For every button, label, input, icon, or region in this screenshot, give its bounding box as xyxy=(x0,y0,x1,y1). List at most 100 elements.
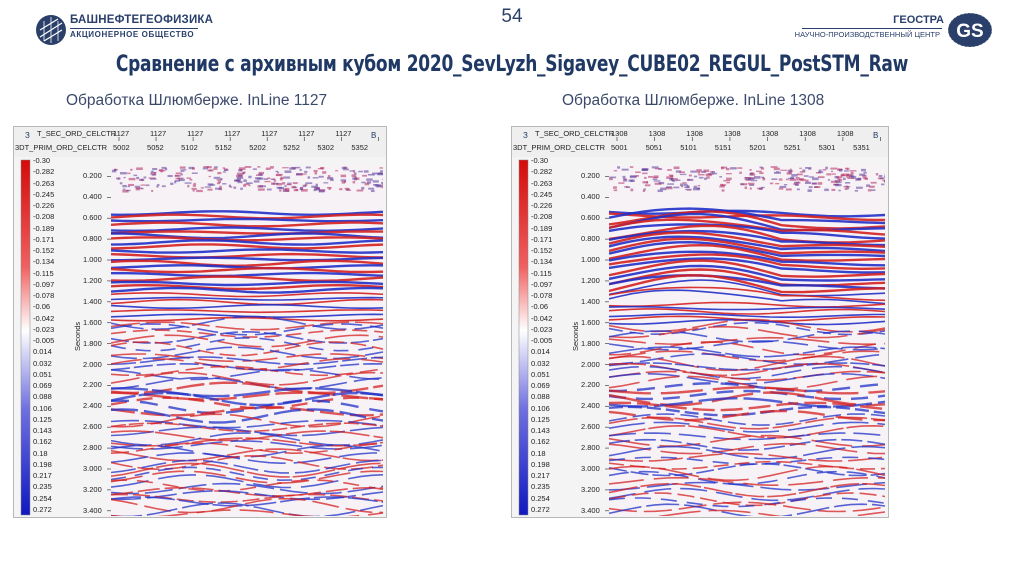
header-row2-value: 5151 xyxy=(714,143,732,152)
colorbar-label: -0.245 xyxy=(33,189,55,199)
east-label: В xyxy=(371,131,377,140)
header-row1-value: 1127 xyxy=(113,129,130,138)
time-tick-label: 0.400 xyxy=(83,192,102,202)
colorbar-label: -0.005 xyxy=(33,336,55,346)
header-row1-value: 1127 xyxy=(150,129,167,138)
colorbar-label: 0.162 xyxy=(33,437,52,447)
seconds-axis-title: Seconds xyxy=(73,321,82,351)
time-tick-label: 1.800 xyxy=(581,338,600,348)
colorbar-label: -0.171 xyxy=(531,234,553,244)
colorbar-label: 0.051 xyxy=(531,369,550,379)
colorbar-label: -0.06 xyxy=(531,302,549,312)
left-logo-line2: АКЦИОНЕРНОЕ ОБЩЕСТВО xyxy=(70,30,195,39)
colorbar-label: 0.032 xyxy=(33,358,52,368)
colorbar-label: -0.30 xyxy=(33,156,51,165)
colorbar-label: 0.125 xyxy=(531,414,550,424)
header-row2-label: 3DT_PRIM_ORD_CELCTR xyxy=(15,143,108,152)
time-tick-label: 0.600 xyxy=(83,213,102,223)
colorbar-label: 0.106 xyxy=(33,403,52,413)
page-number: 54 xyxy=(501,6,523,27)
colorbar-label: 0.125 xyxy=(33,414,52,424)
time-tick-label: 1.800 xyxy=(83,338,102,348)
right-logo-divider xyxy=(802,28,942,29)
amplitude-colorbar xyxy=(20,159,31,516)
time-tick-label: 1.200 xyxy=(83,275,102,285)
header-row2-value: 5101 xyxy=(680,143,697,152)
west-label: З xyxy=(25,131,30,140)
time-tick-label: 2.800 xyxy=(581,443,600,453)
header-row1-value: 1127 xyxy=(298,129,315,138)
time-tick-label: 1.400 xyxy=(83,296,102,306)
colorbar-label: 0.162 xyxy=(531,437,550,447)
time-tick-label: 2.600 xyxy=(83,422,102,432)
left-logo-divider xyxy=(70,28,198,29)
geostra-gs-logo-icon: GS xyxy=(947,12,993,48)
header-row2-value: 5301 xyxy=(818,143,836,152)
header-row2-value: 5202 xyxy=(249,143,266,152)
colorbar-label: 0.235 xyxy=(531,482,550,492)
colorbar-label: -0.263 xyxy=(33,178,55,188)
colorbar-label: 0.272 xyxy=(33,505,52,514)
time-tick-label: 3.000 xyxy=(83,463,102,473)
left-logo-line1: БАШНЕФТЕГЕОФИЗИКА xyxy=(70,14,214,26)
colorbar-label: -0.115 xyxy=(33,268,54,278)
slide-title: Сравнение с архивным кубом 2020_SevLyzh_… xyxy=(115,52,909,77)
right-logo-line1: ГЕОСТРА xyxy=(893,14,944,26)
header-row2-value: 5252 xyxy=(283,143,300,152)
time-tick-label: 3.000 xyxy=(581,463,600,473)
colorbar-label: 0.088 xyxy=(33,392,52,402)
header-row2-value: 5152 xyxy=(215,143,232,152)
header-row1-value: 1308 xyxy=(836,129,854,138)
colorbar-label: 0.18 xyxy=(531,448,546,458)
colorbar-label: 0.069 xyxy=(531,381,550,391)
time-tick-label: 2.400 xyxy=(83,401,102,411)
colorbar-label: -0.189 xyxy=(531,223,553,233)
colorbar-label: -0.30 xyxy=(531,156,549,165)
header-row1-value: 1308 xyxy=(648,129,666,138)
bashneftegeofizika-logo-icon xyxy=(36,15,66,45)
colorbar-label: 0.18 xyxy=(33,448,48,458)
seconds-axis-title: Seconds xyxy=(571,321,580,351)
colorbar-label: 0.014 xyxy=(531,347,550,357)
time-tick-label: 0.400 xyxy=(581,192,600,202)
colorbar-label: 0.217 xyxy=(33,471,52,481)
seismic-section-svg xyxy=(511,126,889,518)
colorbar-label: -0.226 xyxy=(33,201,55,211)
colorbar-label: 0.143 xyxy=(33,426,52,436)
seismic-reflectors xyxy=(111,166,383,516)
colorbar-label: -0.115 xyxy=(531,268,552,278)
colorbar-label: -0.152 xyxy=(33,246,55,256)
colorbar-label: -0.06 xyxy=(33,302,51,312)
colorbar-label: -0.208 xyxy=(33,212,55,222)
header-row1-value: 1308 xyxy=(723,129,741,138)
left-panel-subtitle: Обработка Шлюмберже. InLine 1127 xyxy=(66,92,328,109)
colorbar-label: 0.198 xyxy=(531,459,550,469)
colorbar-label: -0.282 xyxy=(531,167,553,177)
colorbar-label: -0.152 xyxy=(531,246,553,256)
east-label: В xyxy=(873,131,879,140)
colorbar-label: 0.069 xyxy=(33,381,52,391)
colorbar-label: -0.023 xyxy=(531,324,553,334)
time-tick-label: 2.800 xyxy=(83,443,102,453)
colorbar-label: 0.014 xyxy=(33,347,52,357)
colorbar-label: -0.097 xyxy=(531,279,553,289)
time-tick-label: 2.400 xyxy=(581,401,600,411)
time-tick-label: 3.400 xyxy=(581,505,600,515)
seismic-panel-left: З В T_SEC_ORD_CELCTR 3DT_PRIM_ORD_CELCTR 112… xyxy=(13,126,387,518)
header-row1-label: T_SEC_ORD_CELCTR xyxy=(37,129,117,138)
time-tick-label: 1.600 xyxy=(83,317,102,327)
colorbar-label: -0.023 xyxy=(33,324,55,334)
header-row2-value: 5052 xyxy=(147,143,164,152)
gs-mark: GS xyxy=(956,21,983,42)
time-tick-label: 2.000 xyxy=(581,359,600,369)
header-row2-value: 5201 xyxy=(749,143,767,152)
colorbar-label: -0.078 xyxy=(531,291,553,301)
time-tick-label: 1.600 xyxy=(581,317,600,327)
time-tick-label: 3.200 xyxy=(83,484,102,494)
time-tick-label: 0.200 xyxy=(581,171,600,181)
header-row2-value: 5352 xyxy=(351,143,369,152)
header-row1-value: 1127 xyxy=(224,129,241,138)
time-tick-label: 1.000 xyxy=(581,255,600,265)
colorbar-label: -0.097 xyxy=(33,279,55,289)
header-row2-value: 5302 xyxy=(317,143,334,152)
